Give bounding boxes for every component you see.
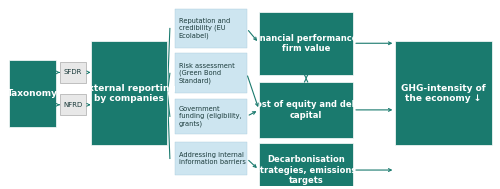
- Text: Cost of equity and debt
capital: Cost of equity and debt capital: [250, 100, 362, 120]
- FancyBboxPatch shape: [60, 62, 86, 83]
- FancyBboxPatch shape: [259, 82, 353, 138]
- Text: NFRD: NFRD: [63, 102, 82, 108]
- Text: SFDR: SFDR: [64, 69, 82, 75]
- Text: GHG-intensity of
the economy ↓: GHG-intensity of the economy ↓: [401, 84, 486, 103]
- Text: Reputation and
credibility (EU
Ecolabel): Reputation and credibility (EU Ecolabel): [179, 18, 230, 39]
- FancyBboxPatch shape: [175, 53, 246, 93]
- FancyBboxPatch shape: [175, 9, 246, 48]
- Text: Government
funding (eligibility,
grants): Government funding (eligibility, grants): [179, 106, 242, 127]
- FancyBboxPatch shape: [60, 94, 86, 115]
- FancyBboxPatch shape: [175, 99, 246, 134]
- FancyBboxPatch shape: [259, 12, 353, 75]
- Text: External reporting
by companies: External reporting by companies: [82, 84, 176, 103]
- Text: Taxonomy: Taxonomy: [7, 89, 58, 98]
- FancyBboxPatch shape: [90, 41, 168, 145]
- Text: Addressing internal
information barriers: Addressing internal information barriers: [179, 152, 246, 165]
- FancyBboxPatch shape: [259, 143, 353, 189]
- FancyBboxPatch shape: [396, 41, 492, 145]
- FancyBboxPatch shape: [9, 60, 56, 127]
- FancyBboxPatch shape: [175, 142, 246, 175]
- Text: Decarbonisation
strategies, emissions
targets: Decarbonisation strategies, emissions ta…: [256, 155, 356, 185]
- Text: Risk assessment
(Green Bond
Standard): Risk assessment (Green Bond Standard): [179, 63, 234, 84]
- Text: Financial performance,
firm value: Financial performance, firm value: [251, 34, 361, 53]
